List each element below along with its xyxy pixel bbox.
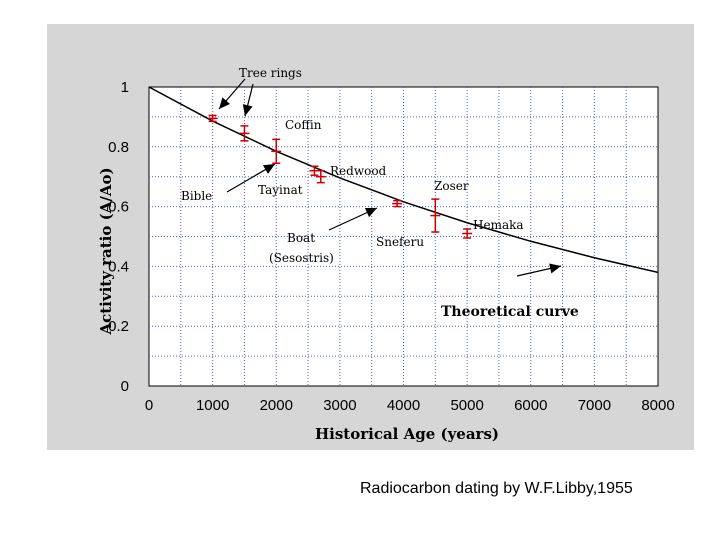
arrow-bible — [226, 163, 276, 193]
y-tick-label: 1 — [121, 79, 129, 96]
chart-svg: 0 1000 2000 3000 4000 5000 6000 7000 8000 0 0.2 0.4… — [97, 66, 675, 443]
x-tick-label: 8000 — [641, 397, 674, 414]
arrow-tree-rings-2 — [242, 83, 254, 117]
arrow-head — [262, 164, 275, 174]
y-tick-label: 0 — [121, 378, 129, 395]
annotation-sneferu: Sneferu — [376, 235, 424, 249]
data-point — [392, 199, 403, 208]
points-layer — [207, 114, 473, 239]
arrow-theoretical-curve — [516, 263, 562, 277]
annotation-coffin: Coffin — [285, 118, 322, 132]
grid-layer — [149, 87, 658, 386]
data-point — [430, 198, 441, 233]
y-axis-title: Activity ratio (A/Ao) — [97, 167, 115, 335]
x-tick-label: 1000 — [196, 397, 229, 414]
y-tick-label: 0.8 — [108, 139, 129, 156]
arrow-head — [219, 97, 230, 109]
x-tick-label: 0 — [145, 397, 153, 414]
annotation-theoretical-curve: Theoretical curve — [441, 304, 579, 320]
annotation-sesostris: (Sesostris) — [269, 251, 334, 265]
y-tick-label: 0.6 — [108, 199, 129, 216]
x-tick-label: 2000 — [260, 397, 293, 414]
x-axis-title: Historical Age (years) — [315, 425, 499, 443]
chart-panel: 0 1000 2000 3000 4000 5000 6000 7000 8000 0 0.2 0.4… — [47, 24, 694, 450]
x-tick-label: 7000 — [578, 397, 611, 414]
arrow-boat — [328, 207, 378, 231]
x-tick-label: 4000 — [387, 397, 420, 414]
arrow-head — [242, 104, 253, 116]
slide-caption: Radiocarbon dating by W.F.Libby,1955 — [360, 480, 633, 497]
data-point — [239, 125, 250, 142]
data-point — [309, 165, 320, 176]
y-tick-label: 0.4 — [108, 258, 129, 275]
annotation-bible: Bible — [181, 189, 212, 203]
curve-layer — [148, 86, 659, 274]
x-tick-label: 6000 — [514, 397, 547, 414]
annotation-redwood: Redwood — [330, 164, 387, 178]
theoretical-curve-line — [148, 86, 659, 274]
data-point — [315, 169, 326, 184]
annotation-zoser: Zoser — [434, 179, 469, 193]
annotation-tree-rings: Tree rings — [239, 66, 302, 80]
annotation-arrows — [218, 78, 562, 277]
x-tick-label: 5000 — [450, 397, 483, 414]
annotation-boat: Boat — [287, 231, 315, 245]
y-tick-label: 0.2 — [108, 318, 129, 335]
annotation-hemaka: Hemaka — [473, 218, 524, 232]
data-point — [271, 138, 282, 164]
arrow-head — [364, 208, 377, 218]
annotation-tayinat: Tayinat — [258, 183, 303, 197]
arrow-tree-rings-1 — [218, 78, 246, 110]
tick-labels: 0 1000 2000 3000 4000 5000 6000 7000 8000 0 0.2 0.4… — [108, 79, 675, 414]
data-point — [462, 228, 473, 239]
arrow-head — [549, 263, 561, 274]
x-tick-label: 3000 — [323, 397, 356, 414]
data-point — [207, 114, 218, 123]
